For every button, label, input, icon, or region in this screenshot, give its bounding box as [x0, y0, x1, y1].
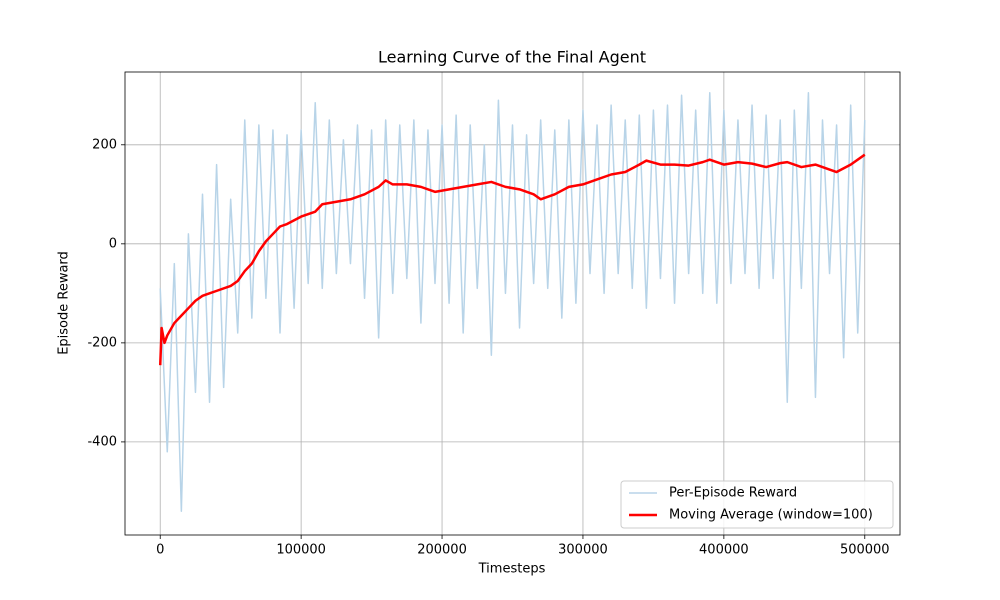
x-tick-label: 300000 — [558, 543, 608, 558]
plot-frame — [124, 71, 901, 536]
y-tick-label: 200 — [92, 137, 117, 152]
series-line — [158, 153, 866, 366]
x-tick-label: 0 — [156, 543, 164, 558]
legend-box — [620, 480, 894, 529]
x-tick-label: 100000 — [276, 543, 326, 558]
chart-title: Learning Curve of the Final Agent — [378, 48, 646, 67]
y-tick-label: -200 — [87, 335, 117, 350]
y-tick-label: -400 — [87, 434, 117, 449]
legend-label: Moving Average (window=100) — [669, 508, 873, 523]
series-line — [159, 92, 866, 512]
x-tick-label: 200000 — [417, 543, 467, 558]
legend: Per-Episode Reward Moving Average (window… — [620, 480, 894, 529]
y-tick-label: 0 — [109, 236, 117, 251]
x-tick-label: 500000 — [840, 543, 890, 558]
y-axis-label: Episode Reward — [57, 251, 72, 355]
x-tick-label: 400000 — [699, 543, 749, 558]
x-axis-label: Timesteps — [478, 562, 546, 577]
legend-label: Per-Episode Reward — [669, 486, 797, 501]
